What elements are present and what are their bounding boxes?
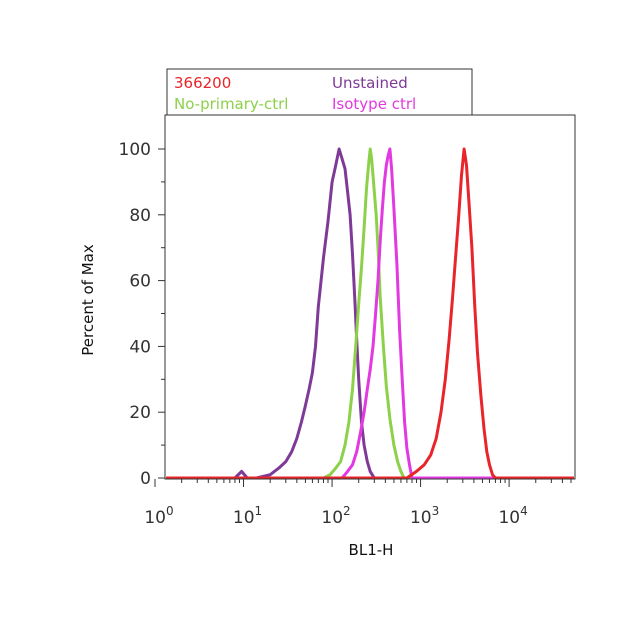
y-tick-label: 0: [140, 469, 151, 489]
y-tick-label: 60: [129, 272, 151, 292]
plot-frame: [164, 114, 576, 480]
legend-box: [166, 68, 473, 116]
x-axis-title: BL1-H: [349, 541, 394, 559]
x-tick-label: 103: [410, 504, 439, 528]
y-tick-label: 40: [129, 337, 151, 357]
x-tick-label: 102: [321, 504, 350, 528]
series-line-366200: [166, 147, 574, 480]
legend-entry: No-primary-ctrl: [174, 95, 288, 113]
series-line-isotype-ctrl: [166, 147, 574, 480]
y-tick-label: 20: [129, 403, 151, 423]
series-line-unstained: [166, 147, 574, 480]
x-tick-label: 100: [144, 504, 173, 528]
legend-entry: 366200: [174, 74, 231, 92]
y-axis-title: Percent of Max: [79, 244, 97, 356]
legend-entry: Unstained: [332, 74, 408, 92]
y-tick-label: 80: [129, 206, 151, 226]
legend-entry: Isotype ctrl: [332, 95, 416, 113]
x-tick-label: 101: [233, 504, 262, 528]
y-tick-label: 100: [119, 140, 151, 160]
series-line-no-primary-ctrl: [166, 147, 574, 480]
x-tick-label: 104: [498, 504, 527, 528]
